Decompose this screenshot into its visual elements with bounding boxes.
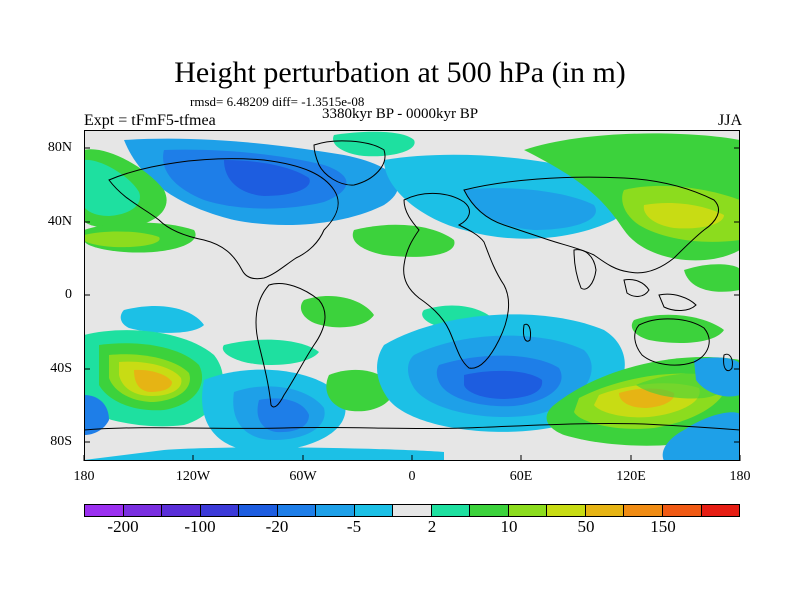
- field-south-pacific-high: [84, 330, 223, 427]
- colorbar-swatch: [585, 505, 625, 516]
- colorbar-label: -200: [107, 517, 139, 536]
- colorbar-label: -100: [184, 517, 216, 536]
- axis-ticks: [83, 147, 741, 461]
- field-east-asia-high: [524, 133, 740, 292]
- colorbar-label: -20: [265, 517, 289, 536]
- colorbar-label: 10: [500, 517, 518, 536]
- colorbar-swatch: [85, 505, 124, 516]
- lon-label-0: 0: [408, 469, 416, 484]
- lon-label-120w: 120W: [175, 469, 211, 484]
- season-label: JJA: [717, 112, 742, 129]
- lon-label-60w: 60W: [289, 469, 317, 484]
- colorbar-swatch: [239, 505, 278, 516]
- colorbar-swatch: [624, 505, 663, 516]
- colorbar-swatch: [470, 505, 509, 516]
- colorbar: [84, 504, 740, 517]
- colorbar-swatch: [162, 505, 201, 516]
- period-subtitle: 3380kyr BP - 0000kyr BP: [322, 106, 479, 122]
- colorbar-swatch: [547, 505, 586, 516]
- field-east-pacific-south-low: [84, 357, 740, 461]
- colorbar-swatch: [431, 505, 471, 516]
- lat-label-40s: 40S: [50, 361, 72, 376]
- stats-line: rmsd= 6.48209 diff= -1.3515e-08: [190, 94, 365, 109]
- lon-label-180e: 180: [729, 469, 751, 484]
- colorbar-swatch: [123, 505, 163, 516]
- colorbar-swatch: [316, 505, 355, 516]
- map-panel: [83, 130, 741, 461]
- field-west-green-north: [84, 131, 415, 229]
- colorbar-label: -5: [346, 517, 362, 536]
- contour-map: [84, 130, 740, 461]
- map-title: Height perturbation at 500 hPa (in m): [174, 56, 626, 89]
- colorbar-swatch: [662, 505, 702, 516]
- colorbar-swatch: [393, 505, 432, 516]
- colorbar-label: 2: [427, 517, 437, 536]
- lat-label-40n: 40N: [47, 214, 72, 229]
- lat-label-80n: 80N: [47, 140, 72, 155]
- field-south-atlantic-green: [222, 339, 394, 412]
- lon-label-180w: 180: [73, 469, 95, 484]
- colorbar-swatch: [277, 505, 317, 516]
- colorbar-label: 150: [650, 517, 676, 536]
- lon-label-60e: 60E: [509, 469, 533, 484]
- field-south-america-low: [202, 369, 346, 452]
- colorbar-swatch: [508, 505, 548, 516]
- lat-label-80s: 80S: [50, 434, 72, 449]
- colorbar-label: 50: [577, 517, 595, 536]
- coastlines: [84, 140, 740, 431]
- colorbar-swatch: [200, 505, 240, 516]
- colorbar-swatch: [354, 505, 394, 516]
- field-west-atlantic-green: [84, 222, 455, 257]
- colorbar-swatch: [701, 505, 740, 516]
- field-arctic-eurasia-low: [384, 154, 629, 239]
- lat-label-eq: 0: [65, 287, 72, 302]
- lon-label-120e: 120E: [616, 469, 646, 484]
- experiment-label: Expt = tFmF5-tfmea: [84, 112, 216, 129]
